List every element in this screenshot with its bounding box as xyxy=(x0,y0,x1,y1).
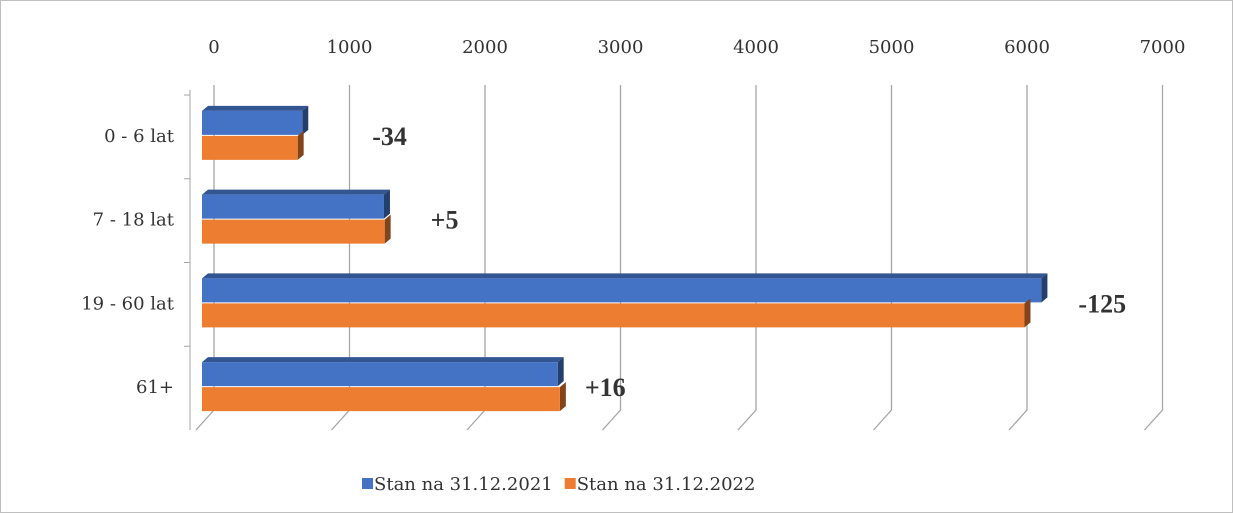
grid-line xyxy=(873,85,893,431)
bar-side xyxy=(1041,273,1048,303)
annotation: -34 xyxy=(372,122,407,151)
x-tick-label: 6000 xyxy=(1004,37,1050,58)
x-tick-label: 7000 xyxy=(1140,37,1186,58)
y-tick-label: 0 - 6 lat xyxy=(104,126,175,147)
bar xyxy=(202,362,558,387)
x-tick-label: 5000 xyxy=(869,37,915,58)
legend-label: Stan na 31.12.2021 xyxy=(374,474,553,495)
legend-label: Stan na 31.12.2022 xyxy=(577,474,756,495)
grid-line xyxy=(737,85,757,431)
grid-line xyxy=(1144,85,1164,431)
y-tick-label: 7 - 18 lat xyxy=(93,210,175,231)
bar-side xyxy=(1024,298,1031,328)
bar-top xyxy=(202,105,309,111)
bar-side xyxy=(297,130,304,160)
x-tick-label: 3000 xyxy=(598,37,644,58)
legend-swatch xyxy=(564,478,576,489)
bar xyxy=(202,219,385,244)
grid-line xyxy=(602,85,622,431)
y-tick-label: 19 - 60 lat xyxy=(81,293,175,314)
annotation: -125 xyxy=(1078,289,1126,318)
bar xyxy=(202,303,1025,328)
bar xyxy=(202,135,298,160)
bar xyxy=(202,110,303,135)
annotation: +5 xyxy=(431,206,459,235)
y-tick-label: 61+ xyxy=(136,377,174,398)
x-tick-label: 0 xyxy=(208,37,219,58)
bar xyxy=(202,194,384,219)
bar-top xyxy=(202,273,1048,279)
bar-side xyxy=(383,189,390,219)
bar-top xyxy=(202,357,564,363)
x-tick-label: 1000 xyxy=(327,37,373,58)
x-tick-label: 4000 xyxy=(733,37,779,58)
bar-side xyxy=(557,357,564,387)
bar-top xyxy=(202,189,390,195)
bar xyxy=(202,278,1042,303)
bar-side xyxy=(384,214,391,244)
grid-line xyxy=(1008,85,1028,431)
bar-side xyxy=(559,382,566,412)
bar xyxy=(202,387,560,412)
bar-side xyxy=(302,105,309,135)
annotation: +16 xyxy=(585,373,626,402)
x-tick-label: 2000 xyxy=(462,37,508,58)
legend-swatch xyxy=(362,478,373,489)
